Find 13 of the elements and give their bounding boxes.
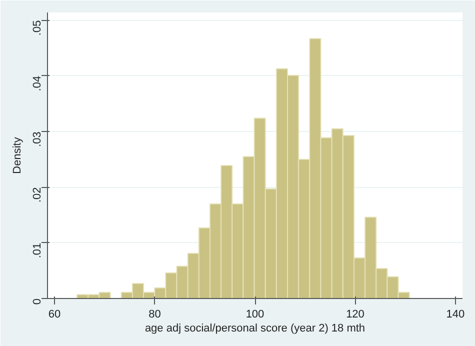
x-tick-label: 120 [346,308,364,320]
y-tick-label: 0 [32,298,44,305]
x-tick-label: 100 [246,308,264,320]
y-tick-label: .02 [32,187,44,203]
y-axis-title: Density [12,136,24,174]
y-tick-label: .04 [32,76,44,92]
y-tick-label: .05 [32,20,44,36]
x-tick-label: 80 [148,308,161,320]
x-tick-label: 140 [446,308,465,320]
x-axis-title: age adj social/personal score (year 2) 18 mth [144,322,366,334]
y-tick-label: .01 [32,242,44,258]
x-tick-label: 60 [48,308,61,320]
y-tick-label: .03 [32,132,44,147]
